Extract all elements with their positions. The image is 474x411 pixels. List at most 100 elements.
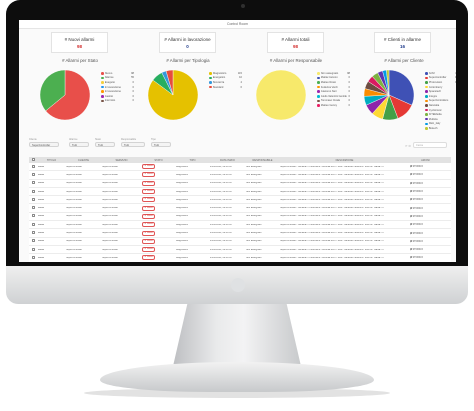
checkbox[interactable] — [32, 197, 35, 201]
storico-action[interactable]: ⇄ STORICO — [410, 166, 423, 169]
legend-item[interactable]: ACM 38 — [425, 71, 456, 76]
legend-item[interactable]: Spacetech8 — [425, 89, 456, 94]
table-row[interactable]: sasait SuperController SuperController ⊘ Nu… — [29, 237, 451, 246]
column-header[interactable]: DATA INIZIO — [220, 158, 235, 162]
pie-chart[interactable] — [363, 69, 415, 121]
storico-action[interactable]: ⇄ STORICO — [410, 224, 423, 227]
checkbox[interactable] — [32, 189, 35, 193]
legend-item[interactable]: Eseguito 0 — [101, 80, 134, 85]
table-row[interactable]: sasait SuperController SuperController ⊘ Nu… — [29, 245, 451, 255]
table-row[interactable]: sasait SuperController SuperController ⊘ Nu… — [29, 212, 451, 222]
storico-action[interactable]: ⇄ STORICO — [410, 249, 423, 252]
column-header[interactable]: CLIENTE — [78, 158, 89, 162]
legend-item[interactable]: Matteo Genny 0 — [317, 103, 350, 108]
row-checkbox[interactable] — [29, 197, 37, 202]
row-checkbox[interactable] — [29, 239, 37, 243]
checkbox[interactable] — [32, 239, 35, 243]
checkbox[interactable] — [32, 247, 35, 251]
legend-item[interactable]: KITEMedia5 — [425, 112, 456, 117]
column-header[interactable]: TITOLO — [46, 158, 57, 162]
table-row[interactable]: sasait SuperController SuperController ⊘ Nu… — [29, 163, 451, 172]
legend-item[interactable]: Standard 6 — [209, 85, 242, 90]
checkbox[interactable] — [32, 214, 35, 218]
row-checkbox[interactable] — [29, 231, 37, 235]
legend-item[interactable]: Sicurezza 4 — [209, 80, 242, 85]
row-checkbox[interactable] — [29, 206, 37, 210]
storico-action[interactable]: ⇄ STORICO — [410, 207, 423, 210]
legend-item[interactable]: Giulio Valentini Gentile 0 — [317, 94, 350, 99]
legend-item[interactable]: Gestito 0 — [101, 94, 134, 99]
storico-action[interactable]: ⇄ STORICO — [410, 182, 423, 185]
column-header[interactable]: DESCRIZIONE — [335, 158, 354, 162]
filter-select[interactable]: Tutti — [69, 141, 89, 147]
filter-select[interactable]: SuperController — [29, 141, 59, 147]
legend-item[interactable]: Cyclotronic5 — [425, 108, 456, 113]
legend-item[interactable]: Multivia4 — [425, 117, 456, 122]
legend-item[interactable]: Interrotto 0 — [101, 99, 134, 104]
filter-select[interactable]: Tutti — [95, 141, 115, 147]
storico-action[interactable]: ⇄ STORICO — [410, 240, 423, 243]
row-checkbox[interactable] — [29, 164, 37, 169]
storico-action[interactable]: ⇄ STORICO — [410, 199, 423, 202]
pie-slice[interactable] — [255, 69, 307, 121]
kpi-card[interactable]: # Nuovi allarmi 98 — [51, 32, 108, 53]
storico-action[interactable]: ⇄ STORICO — [410, 232, 423, 235]
pie-slice[interactable] — [147, 69, 199, 121]
legend-item[interactable]: Allarme 55 — [101, 76, 134, 81]
checkbox[interactable] — [32, 164, 35, 168]
row-checkbox[interactable] — [29, 189, 37, 194]
checkbox[interactable] — [32, 206, 35, 210]
table-row[interactable]: sasait SuperController SuperController ⊘ Nu… — [29, 187, 451, 197]
table-row[interactable]: sasait SuperController SuperController ⊘ Nu… — [29, 221, 451, 230]
storico-action[interactable]: ⇄ STORICO — [410, 257, 423, 260]
table-row[interactable]: sasait SuperController SuperController ⊘ Nu… — [29, 196, 451, 205]
legend-item[interactable]: In lavorazione 0 — [101, 85, 134, 90]
pie-slice[interactable] — [386, 69, 390, 96]
column-header[interactable]: SERVIZIO — [115, 158, 128, 162]
storico-action[interactable]: ⇄ STORICO — [410, 215, 423, 218]
legend-item[interactable]: Mattia Cannon 0 — [317, 76, 350, 81]
legend-item[interactable]: Cottonberry9 — [425, 85, 456, 90]
legend-item[interactable]: Energetico 10 — [209, 76, 242, 81]
table-row[interactable]: sasait SuperController SuperController ⊘ Nu… — [29, 179, 451, 188]
pie-chart[interactable] — [147, 69, 199, 121]
legend-item[interactable]: Nuovo 98 — [101, 71, 134, 76]
legend-item[interactable]: Non assegnato 98 — [317, 71, 350, 76]
legend-item[interactable]: Naturalia6 — [425, 103, 456, 108]
legend-item[interactable]: FELI_italy3 — [425, 122, 456, 127]
kpi-card[interactable]: # Allarmi totali 98 — [267, 32, 324, 53]
checkbox[interactable] — [32, 222, 35, 226]
row-checkbox[interactable] — [29, 247, 37, 252]
row-checkbox[interactable] — [29, 181, 37, 185]
table-row[interactable]: sasait SuperController SuperController ⊘ Nu… — [29, 171, 451, 180]
legend-item[interactable]: Biotech2 — [425, 126, 456, 131]
pie-slice[interactable] — [39, 69, 66, 112]
table-row[interactable]: sasait SuperController SuperController ⊘ Nu… — [29, 229, 451, 238]
filter-actions[interactable]: ⟳ ⚙ — [405, 144, 411, 148]
table-row[interactable]: sasait SuperController SuperController ⊘ Nu… — [29, 204, 451, 213]
column-header[interactable]: TIPO — [189, 158, 196, 162]
row-checkbox[interactable] — [29, 214, 37, 218]
kpi-card[interactable]: # Allarmi in lavorazione 0 — [159, 32, 216, 53]
pie-chart[interactable] — [39, 69, 91, 121]
row-checkbox[interactable] — [29, 255, 37, 260]
search-input[interactable]: Cerca — [413, 142, 447, 148]
legend-item[interactable]: Supercontroller 15 — [425, 76, 456, 81]
checkbox[interactable] — [32, 255, 35, 259]
column-header[interactable]: RESPONSABILE — [252, 158, 273, 162]
legend-item[interactable]: Tommaso Cicala 0 — [317, 99, 350, 104]
checkbox[interactable] — [32, 181, 35, 185]
filter-select[interactable]: Tutti — [151, 141, 171, 147]
column-header[interactable]: STATO — [154, 158, 163, 162]
row-checkbox[interactable] — [29, 222, 37, 227]
checkbox[interactable] — [32, 172, 35, 176]
legend-item[interactable]: Photovision 12 — [425, 80, 456, 85]
table-row[interactable]: sasait SuperController SuperController ⊘ Nu… — [29, 254, 451, 262]
filter-select[interactable]: Tutti — [121, 141, 145, 147]
row-checkbox[interactable] — [29, 172, 37, 177]
legend-item[interactable]: Giacomo Neri 0 — [317, 89, 350, 94]
legend-item[interactable]: In lavorazione 0 — [101, 89, 134, 94]
storico-action[interactable]: ⇄ STORICO — [410, 191, 423, 194]
pie-slice[interactable] — [165, 69, 174, 96]
storico-action[interactable]: ⇄ STORICO — [410, 174, 423, 177]
